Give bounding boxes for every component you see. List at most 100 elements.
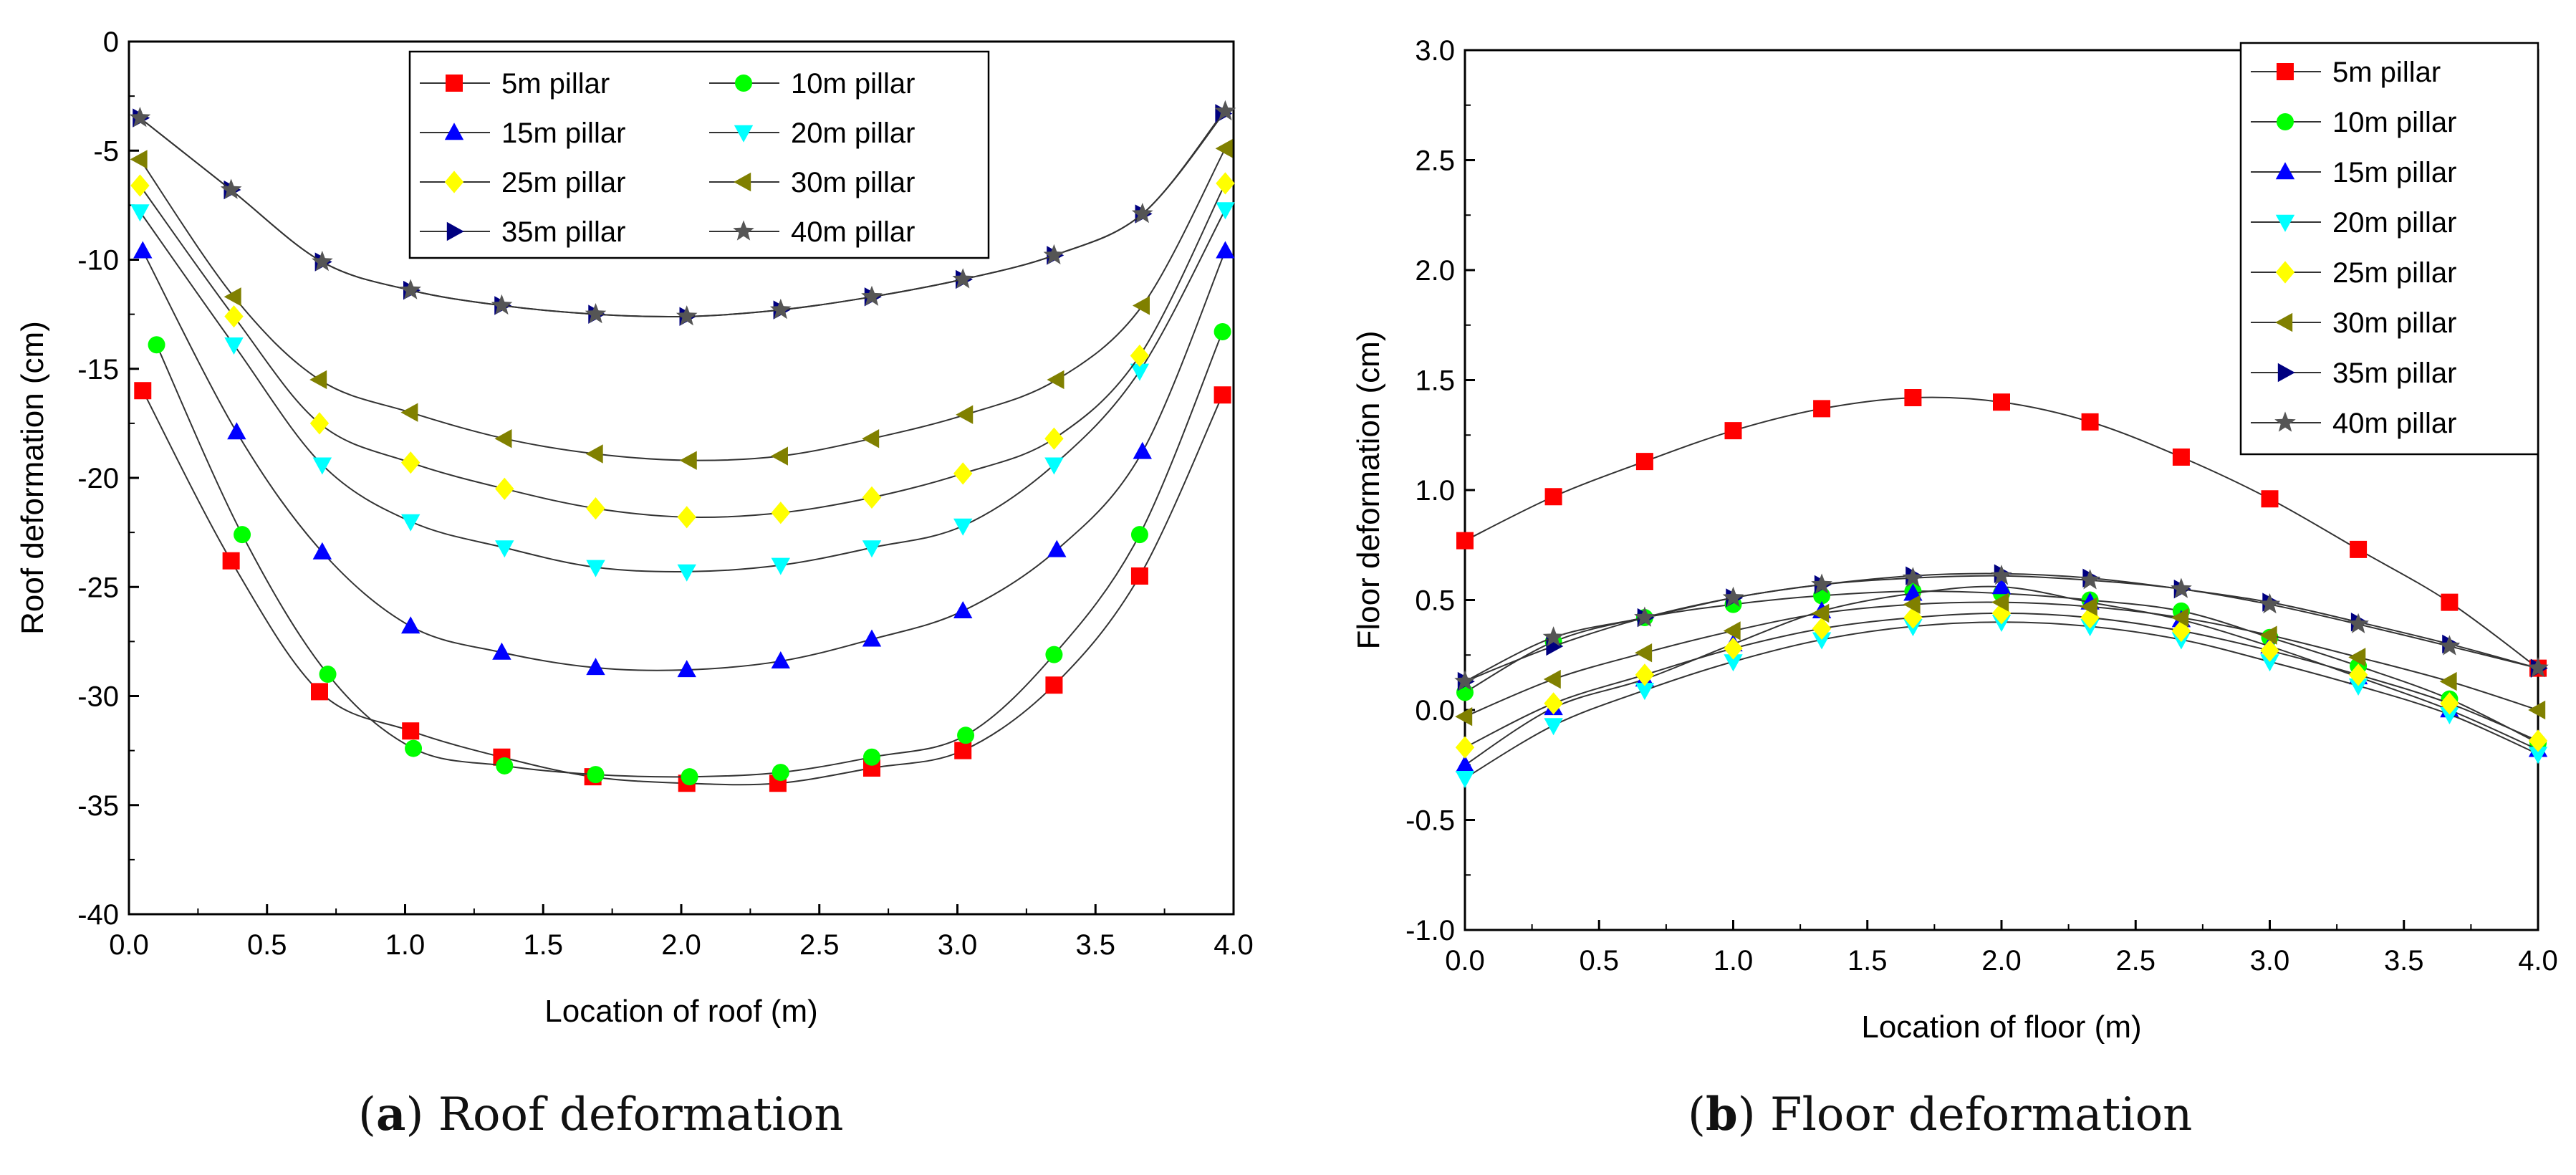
legend-item: 35m pillar xyxy=(2251,358,2456,389)
series-line xyxy=(142,390,1224,786)
data-point xyxy=(400,279,421,299)
data-point xyxy=(148,336,165,354)
series-15m-pillar xyxy=(133,241,1235,678)
data-point xyxy=(953,600,973,618)
data-point xyxy=(2080,597,2097,616)
data-point xyxy=(862,748,880,766)
data-point xyxy=(770,446,788,466)
data-point xyxy=(496,757,514,774)
data-point xyxy=(861,285,883,306)
data-point xyxy=(1903,595,1921,614)
data-point xyxy=(1724,654,1743,672)
data-point xyxy=(771,557,790,575)
data-point xyxy=(495,477,514,500)
data-point xyxy=(2527,657,2549,678)
data-point xyxy=(1991,593,2009,612)
data-point xyxy=(585,303,607,324)
legend-label: 35m pillar xyxy=(501,216,625,248)
data-point xyxy=(1456,532,1474,550)
data-point xyxy=(1131,203,1153,224)
legend-label: 25m pillar xyxy=(501,167,625,198)
legend-item: 25m pillar xyxy=(420,167,625,198)
data-point xyxy=(677,660,696,678)
x-tick-label: 0.5 xyxy=(247,929,287,961)
data-point xyxy=(2440,706,2459,724)
data-point xyxy=(862,540,882,558)
data-point xyxy=(679,451,697,470)
x-tick-label: 1.5 xyxy=(1847,945,1888,977)
data-point xyxy=(402,722,420,740)
legend-label: 20m pillar xyxy=(791,118,915,149)
x-tick-label: 4.0 xyxy=(1213,929,1254,961)
data-point xyxy=(772,764,789,782)
data-point xyxy=(1544,488,1562,506)
data-point xyxy=(1044,427,1064,450)
data-point xyxy=(224,287,241,307)
data-point xyxy=(1133,441,1152,459)
data-point xyxy=(1130,526,1148,544)
data-point xyxy=(2528,729,2548,752)
data-point xyxy=(954,742,972,759)
legend-item: 5m pillar xyxy=(2251,57,2441,88)
data-point xyxy=(309,412,330,435)
y-tick-label: -25 xyxy=(77,572,119,603)
legend-marker xyxy=(2274,411,2296,432)
y-tick-label: 0.5 xyxy=(1415,585,1455,617)
legend-item: 20m pillar xyxy=(2251,207,2456,239)
data-point xyxy=(585,444,603,464)
data-point xyxy=(1213,322,1231,340)
caption-b-tag: b xyxy=(1705,1088,1738,1141)
data-point xyxy=(1993,393,2010,411)
series-20m-pillar xyxy=(1455,615,2548,788)
caption-a-text: Roof deformation xyxy=(438,1088,844,1141)
y-tick-label: 3.0 xyxy=(1415,35,1455,67)
series-10m-pillar xyxy=(148,322,1231,786)
data-point xyxy=(1043,244,1065,264)
series-30m-pillar xyxy=(1455,593,2546,726)
data-point xyxy=(586,560,605,577)
series-line xyxy=(1464,621,2539,780)
data-point xyxy=(1724,422,1742,440)
data-point xyxy=(222,552,240,570)
data-point xyxy=(1723,621,1741,641)
data-point xyxy=(2172,448,2190,466)
legend: 5m pillar 10m pillar 15m pillar 20m pillar 2… xyxy=(2239,42,2539,456)
data-point xyxy=(1904,389,1922,407)
data-point xyxy=(1724,637,1743,660)
data-point xyxy=(2440,692,2459,715)
caption-a-tag: a xyxy=(375,1088,406,1141)
y-tick-label: -15 xyxy=(77,354,119,385)
x-axis-label: Location of floor (m) xyxy=(1861,1009,2141,1045)
x-tick-label: 2.5 xyxy=(799,929,840,961)
data-point xyxy=(1044,457,1064,475)
data-point xyxy=(2171,608,2189,628)
x-tick-label: 3.5 xyxy=(2384,945,2424,977)
x-tick-label: 3.0 xyxy=(938,929,978,961)
legend-label: 15m pillar xyxy=(2332,157,2456,188)
legend-label: 30m pillar xyxy=(2332,307,2456,339)
legend-marker xyxy=(734,125,754,143)
data-point xyxy=(1635,683,1655,701)
data-point xyxy=(956,405,974,424)
legend-item: 35m pillar xyxy=(420,216,625,248)
legend-marker xyxy=(446,221,464,241)
data-point xyxy=(1544,718,1563,736)
legend-marker xyxy=(2275,261,2295,284)
caption-a: (a) Roof deformation xyxy=(358,1088,844,1141)
data-point xyxy=(1991,565,2012,585)
data-point xyxy=(677,564,696,582)
data-point xyxy=(1542,626,1565,647)
data-point xyxy=(1130,363,1150,381)
legend-label: 30m pillar xyxy=(791,167,915,198)
data-point xyxy=(1634,606,1655,627)
data-point xyxy=(2348,663,2368,686)
data-point xyxy=(587,766,605,784)
x-tick-label: 3.5 xyxy=(1075,929,1115,961)
legend-marker xyxy=(444,171,464,193)
data-point xyxy=(953,518,973,536)
data-point xyxy=(2260,654,2279,672)
data-point xyxy=(957,726,975,744)
x-tick-label: 2.0 xyxy=(661,929,701,961)
data-point xyxy=(2261,490,2279,508)
data-point xyxy=(1635,453,1653,471)
